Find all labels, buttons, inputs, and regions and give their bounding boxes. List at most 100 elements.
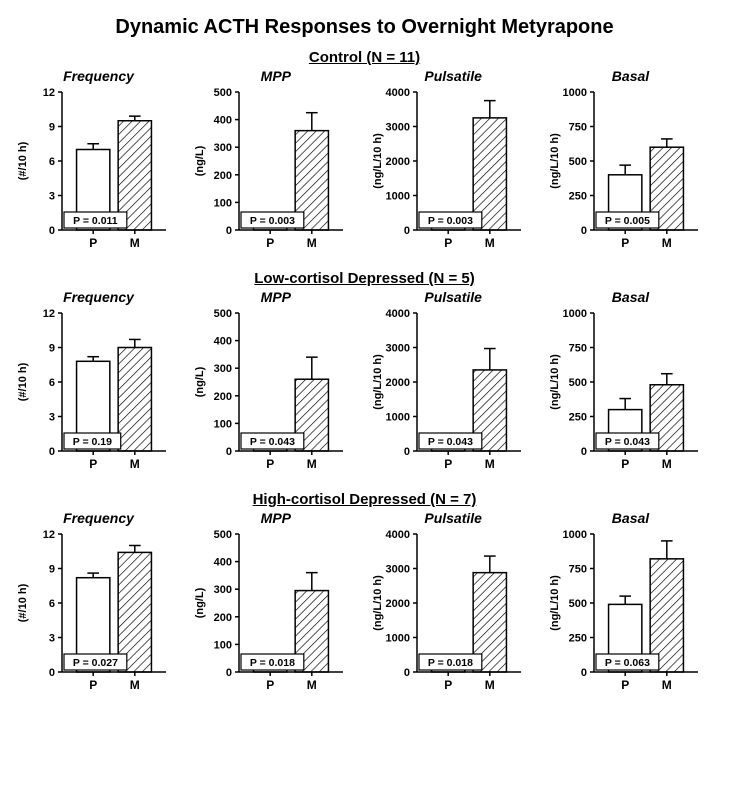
svg-text:0: 0	[49, 225, 55, 237]
svg-text:P: P	[267, 678, 275, 692]
svg-text:500: 500	[214, 87, 232, 99]
svg-text:P: P	[89, 678, 97, 692]
svg-text:(ng/L/10 h): (ng/L/10 h)	[549, 575, 561, 631]
svg-text:3: 3	[49, 412, 55, 424]
svg-text:M: M	[307, 457, 317, 471]
svg-text:(ng/L/10 h): (ng/L/10 h)	[549, 354, 561, 410]
chart-panel: Frequency036912(#/10 h)PMP = 0.027	[16, 510, 181, 706]
svg-text:P: P	[444, 678, 452, 692]
svg-text:3: 3	[49, 633, 55, 645]
svg-text:400: 400	[214, 336, 232, 348]
panel-title: Pulsatile	[371, 68, 536, 84]
svg-text:P: P	[621, 457, 629, 471]
svg-text:0: 0	[581, 446, 587, 458]
p-value-label: P = 0.003	[250, 215, 295, 227]
svg-text:9: 9	[49, 564, 55, 576]
svg-text:6: 6	[49, 156, 55, 168]
chart-row: Frequency036912(#/10 h)PMP = 0.19MPP0100…	[16, 289, 713, 485]
chart-panel: MPP0100200300400500(ng/L)PMP = 0.043	[193, 289, 358, 485]
chart-panel: Basal02505007501000(ng/L/10 h)PMP = 0.06…	[548, 510, 713, 706]
p-value-label: P = 0.011	[73, 215, 118, 227]
p-value-label: P = 0.043	[605, 436, 650, 448]
groups-container: Control (N = 11)Frequency036912(#/10 h)P…	[16, 49, 713, 706]
svg-text:0: 0	[49, 446, 55, 458]
svg-text:6: 6	[49, 598, 55, 610]
svg-text:400: 400	[214, 115, 232, 127]
svg-text:M: M	[662, 678, 672, 692]
svg-text:0: 0	[226, 225, 232, 237]
svg-text:1000: 1000	[385, 191, 409, 203]
panel-title: Frequency	[16, 289, 181, 305]
bar-chart: 02505007501000(ng/L/10 h)PMP = 0.063	[548, 526, 713, 706]
chart-panel: Frequency036912(#/10 h)PMP = 0.011	[16, 68, 181, 264]
svg-text:300: 300	[214, 142, 232, 154]
svg-text:(#/10 h): (#/10 h)	[17, 583, 29, 622]
svg-text:200: 200	[214, 612, 232, 624]
chart-row: Frequency036912(#/10 h)PMP = 0.011MPP010…	[16, 68, 713, 264]
svg-text:500: 500	[214, 529, 232, 541]
svg-text:(ng/L): (ng/L)	[194, 366, 206, 397]
svg-text:(ng/L/10 h): (ng/L/10 h)	[372, 575, 384, 631]
svg-text:400: 400	[214, 557, 232, 569]
svg-text:1000: 1000	[385, 633, 409, 645]
svg-text:750: 750	[569, 122, 587, 134]
svg-text:12: 12	[43, 87, 55, 99]
svg-text:M: M	[662, 236, 672, 250]
p-value-label: P = 0.043	[428, 436, 473, 448]
svg-text:P: P	[89, 236, 97, 250]
svg-text:100: 100	[214, 418, 232, 430]
svg-text:3000: 3000	[385, 343, 409, 355]
svg-text:(#/10 h): (#/10 h)	[17, 362, 29, 401]
p-value-label: P = 0.027	[73, 657, 118, 669]
panel-title: Pulsatile	[371, 289, 536, 305]
panel-title: Basal	[548, 68, 713, 84]
svg-text:(ng/L/10 h): (ng/L/10 h)	[372, 133, 384, 189]
svg-text:100: 100	[214, 197, 232, 209]
svg-text:500: 500	[214, 308, 232, 320]
group-title: Low-cortisol Depressed (N = 5)	[16, 270, 713, 287]
svg-text:2000: 2000	[385, 598, 409, 610]
bar-chart: 036912(#/10 h)PMP = 0.027	[16, 526, 181, 706]
bar-chart: 01000200030004000(ng/L/10 h)PMP = 0.043	[371, 305, 536, 485]
svg-text:1000: 1000	[563, 87, 587, 99]
panel-title: MPP	[193, 68, 358, 84]
bar-chart: 036912(#/10 h)PMP = 0.19	[16, 305, 181, 485]
svg-text:(ng/L): (ng/L)	[194, 145, 206, 176]
group-title: High-cortisol Depressed (N = 7)	[16, 491, 713, 508]
bar-chart: 0100200300400500(ng/L)PMP = 0.043	[193, 305, 358, 485]
p-value-label: P = 0.063	[605, 657, 650, 669]
svg-text:0: 0	[49, 667, 55, 679]
p-value-label: P = 0.19	[73, 436, 112, 448]
svg-text:250: 250	[569, 191, 587, 203]
p-value-label: P = 0.043	[250, 436, 295, 448]
svg-text:0: 0	[226, 667, 232, 679]
svg-text:0: 0	[404, 225, 410, 237]
svg-text:P: P	[267, 236, 275, 250]
svg-text:(ng/L): (ng/L)	[194, 587, 206, 618]
svg-text:12: 12	[43, 308, 55, 320]
svg-text:P: P	[621, 678, 629, 692]
svg-text:0: 0	[581, 667, 587, 679]
svg-text:P: P	[267, 457, 275, 471]
svg-text:3000: 3000	[385, 122, 409, 134]
svg-text:0: 0	[226, 446, 232, 458]
svg-text:3000: 3000	[385, 564, 409, 576]
panel-title: Frequency	[16, 68, 181, 84]
svg-text:P: P	[444, 457, 452, 471]
svg-text:M: M	[130, 678, 140, 692]
chart-panel: Pulsatile01000200030004000(ng/L/10 h)PMP…	[371, 510, 536, 706]
svg-text:2000: 2000	[385, 377, 409, 389]
panel-title: MPP	[193, 510, 358, 526]
svg-text:1000: 1000	[563, 308, 587, 320]
p-value-label: P = 0.005	[605, 215, 650, 227]
bar-chart: 02505007501000(ng/L/10 h)PMP = 0.005	[548, 84, 713, 264]
svg-text:M: M	[130, 457, 140, 471]
chart-panel: MPP0100200300400500(ng/L)PMP = 0.003	[193, 68, 358, 264]
svg-text:1000: 1000	[385, 412, 409, 424]
svg-text:M: M	[662, 457, 672, 471]
svg-text:200: 200	[214, 170, 232, 182]
bar-chart: 01000200030004000(ng/L/10 h)PMP = 0.018	[371, 526, 536, 706]
svg-text:750: 750	[569, 343, 587, 355]
svg-text:0: 0	[404, 667, 410, 679]
svg-text:M: M	[484, 457, 494, 471]
